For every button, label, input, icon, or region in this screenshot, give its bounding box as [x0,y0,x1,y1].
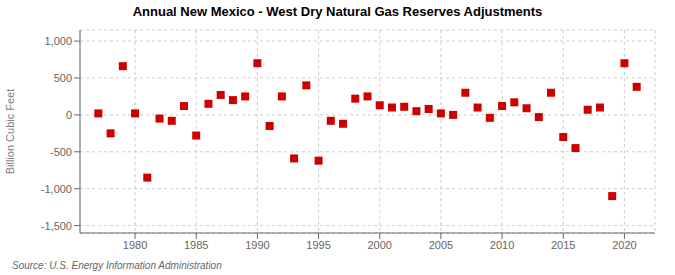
svg-text:2005: 2005 [429,239,453,251]
svg-text:500: 500 [54,72,72,84]
svg-text:Billion Cubic Feet: Billion Cubic Feet [8,89,16,175]
svg-text:1990: 1990 [245,239,269,251]
svg-text:2000: 2000 [367,239,391,251]
svg-text:1980: 1980 [123,239,147,251]
html-text:Source: U.S. Energy Informatio: Source: U.S. Energy Information Administ… [12,260,222,271]
svg-text:1995: 1995 [306,239,330,251]
svg-text:2010: 2010 [490,239,514,251]
svg-text:2020: 2020 [612,239,636,251]
html-text:Annual New Mexico - West Dry N: Annual New Mexico - West Dry Natural Gas… [132,4,543,19]
svg-text:1,000: 1,000 [44,35,72,47]
svg-text:-1,000: -1,000 [41,183,72,195]
svg-text:1985: 1985 [184,239,208,251]
svg-text:2015: 2015 [551,239,575,251]
svg-text:0: 0 [66,109,72,121]
svg-text:-1,500: -1,500 [41,220,72,232]
svg-text:-500: -500 [50,146,72,158]
